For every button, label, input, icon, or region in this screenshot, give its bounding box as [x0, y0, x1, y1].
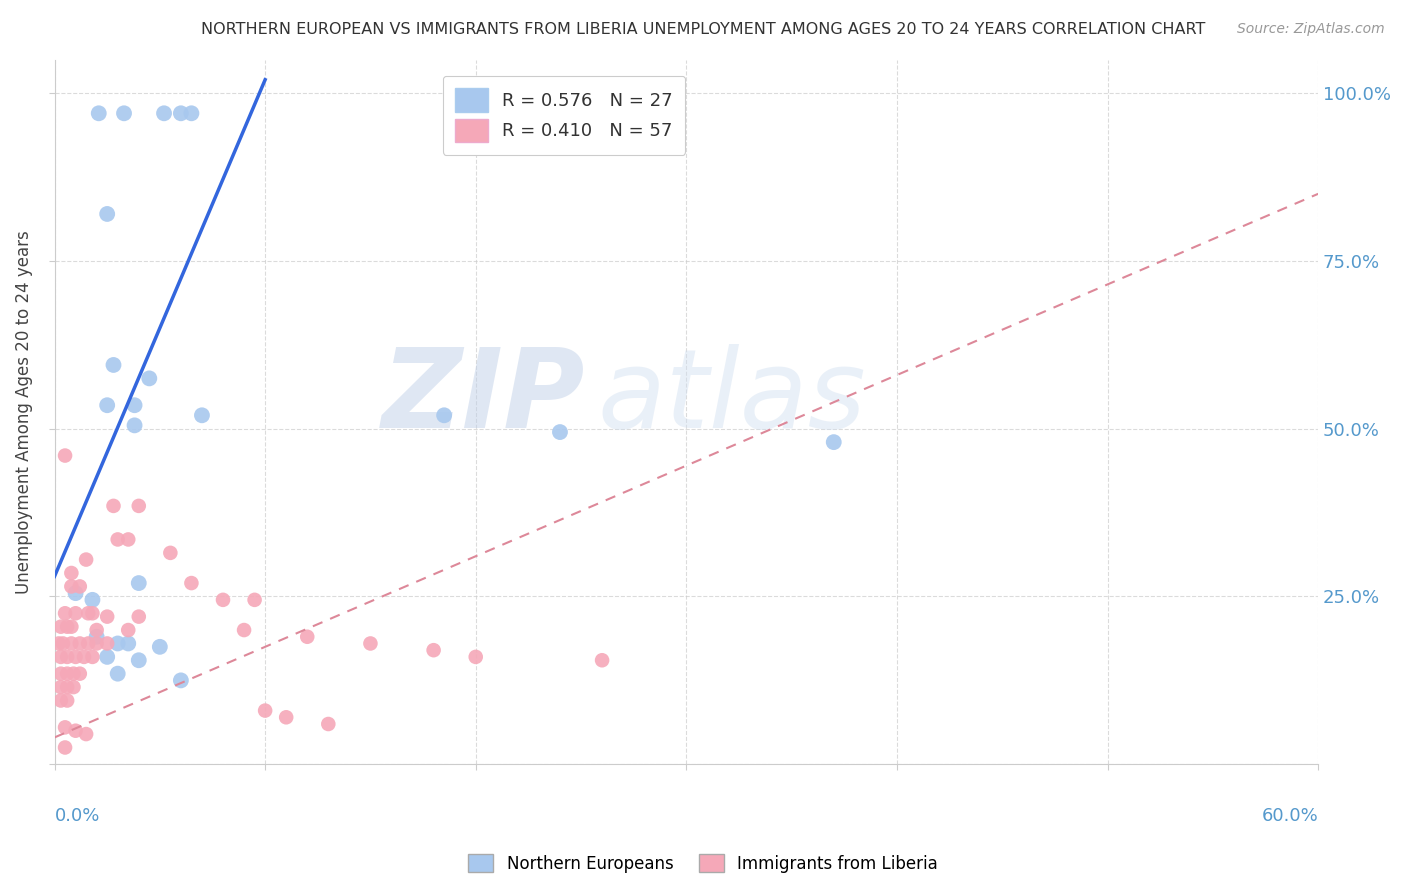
Point — [107, 533, 129, 547]
Point — [65, 586, 87, 600]
Point — [128, 576, 150, 591]
Point — [65, 607, 87, 621]
Point — [77, 636, 100, 650]
Point — [128, 609, 150, 624]
Point — [318, 717, 340, 731]
Point — [53, 720, 76, 734]
Point — [65, 649, 87, 664]
Point — [69, 636, 91, 650]
Point — [56, 649, 79, 664]
Point — [117, 623, 139, 637]
Point — [103, 499, 125, 513]
Point — [53, 740, 76, 755]
Point — [138, 371, 160, 385]
Point — [243, 592, 266, 607]
Point — [591, 653, 613, 667]
Point — [96, 207, 118, 221]
Point — [128, 653, 150, 667]
Text: NORTHERN EUROPEAN VS IMMIGRANTS FROM LIBERIA UNEMPLOYMENT AMONG AGES 20 TO 24 YE: NORTHERN EUROPEAN VS IMMIGRANTS FROM LIB… — [201, 22, 1205, 37]
Point — [823, 435, 845, 450]
Point — [62, 680, 84, 694]
Point — [69, 579, 91, 593]
Point — [60, 620, 83, 634]
Point — [62, 666, 84, 681]
Text: 0.0%: 0.0% — [55, 806, 100, 824]
Point — [117, 533, 139, 547]
Point — [464, 649, 486, 664]
Point — [103, 358, 125, 372]
Point — [548, 425, 571, 439]
Point — [96, 649, 118, 664]
Point — [124, 398, 146, 412]
Point — [159, 546, 181, 560]
Point — [60, 579, 83, 593]
Point — [49, 693, 72, 707]
Point — [75, 552, 97, 566]
Point — [180, 106, 202, 120]
Point — [77, 607, 100, 621]
Point — [297, 630, 319, 644]
Point — [86, 630, 108, 644]
Point — [107, 666, 129, 681]
Point — [422, 643, 444, 657]
Point — [107, 636, 129, 650]
Text: 60.0%: 60.0% — [1261, 806, 1319, 824]
Point — [49, 666, 72, 681]
Point — [52, 636, 75, 650]
Point — [49, 649, 72, 664]
Point — [60, 566, 83, 580]
Point — [96, 398, 118, 412]
Point — [56, 666, 79, 681]
Point — [82, 592, 104, 607]
Text: Source: ZipAtlas.com: Source: ZipAtlas.com — [1237, 22, 1385, 37]
Legend: Northern Europeans, Immigrants from Liberia: Northern Europeans, Immigrants from Libe… — [461, 847, 945, 880]
Point — [73, 649, 96, 664]
Point — [53, 607, 76, 621]
Point — [254, 704, 277, 718]
Point — [86, 636, 108, 650]
Point — [87, 106, 110, 120]
Point — [49, 620, 72, 634]
Point — [433, 409, 456, 423]
Point — [75, 727, 97, 741]
Point — [128, 499, 150, 513]
Point — [86, 623, 108, 637]
Point — [48, 636, 70, 650]
Point — [96, 609, 118, 624]
Text: ZIP: ZIP — [382, 344, 585, 451]
Text: atlas: atlas — [598, 344, 866, 451]
Point — [49, 680, 72, 694]
Legend: R = 0.576   N = 27, R = 0.410   N = 57: R = 0.576 N = 27, R = 0.410 N = 57 — [443, 76, 686, 154]
Point — [359, 636, 381, 650]
Point — [82, 607, 104, 621]
Point — [56, 693, 79, 707]
Point — [117, 636, 139, 650]
Point — [69, 666, 91, 681]
Point — [170, 673, 193, 688]
Point — [65, 723, 87, 738]
Point — [233, 623, 256, 637]
Point — [82, 649, 104, 664]
Y-axis label: Unemployment Among Ages 20 to 24 years: Unemployment Among Ages 20 to 24 years — [15, 230, 32, 594]
Point — [180, 576, 202, 591]
Point — [153, 106, 176, 120]
Point — [191, 409, 214, 423]
Point — [276, 710, 298, 724]
Point — [112, 106, 135, 120]
Point — [96, 636, 118, 650]
Point — [212, 592, 235, 607]
Point — [124, 418, 146, 433]
Point — [170, 106, 193, 120]
Point — [56, 680, 79, 694]
Point — [56, 620, 79, 634]
Point — [60, 636, 83, 650]
Point — [149, 640, 172, 654]
Point — [53, 449, 76, 463]
